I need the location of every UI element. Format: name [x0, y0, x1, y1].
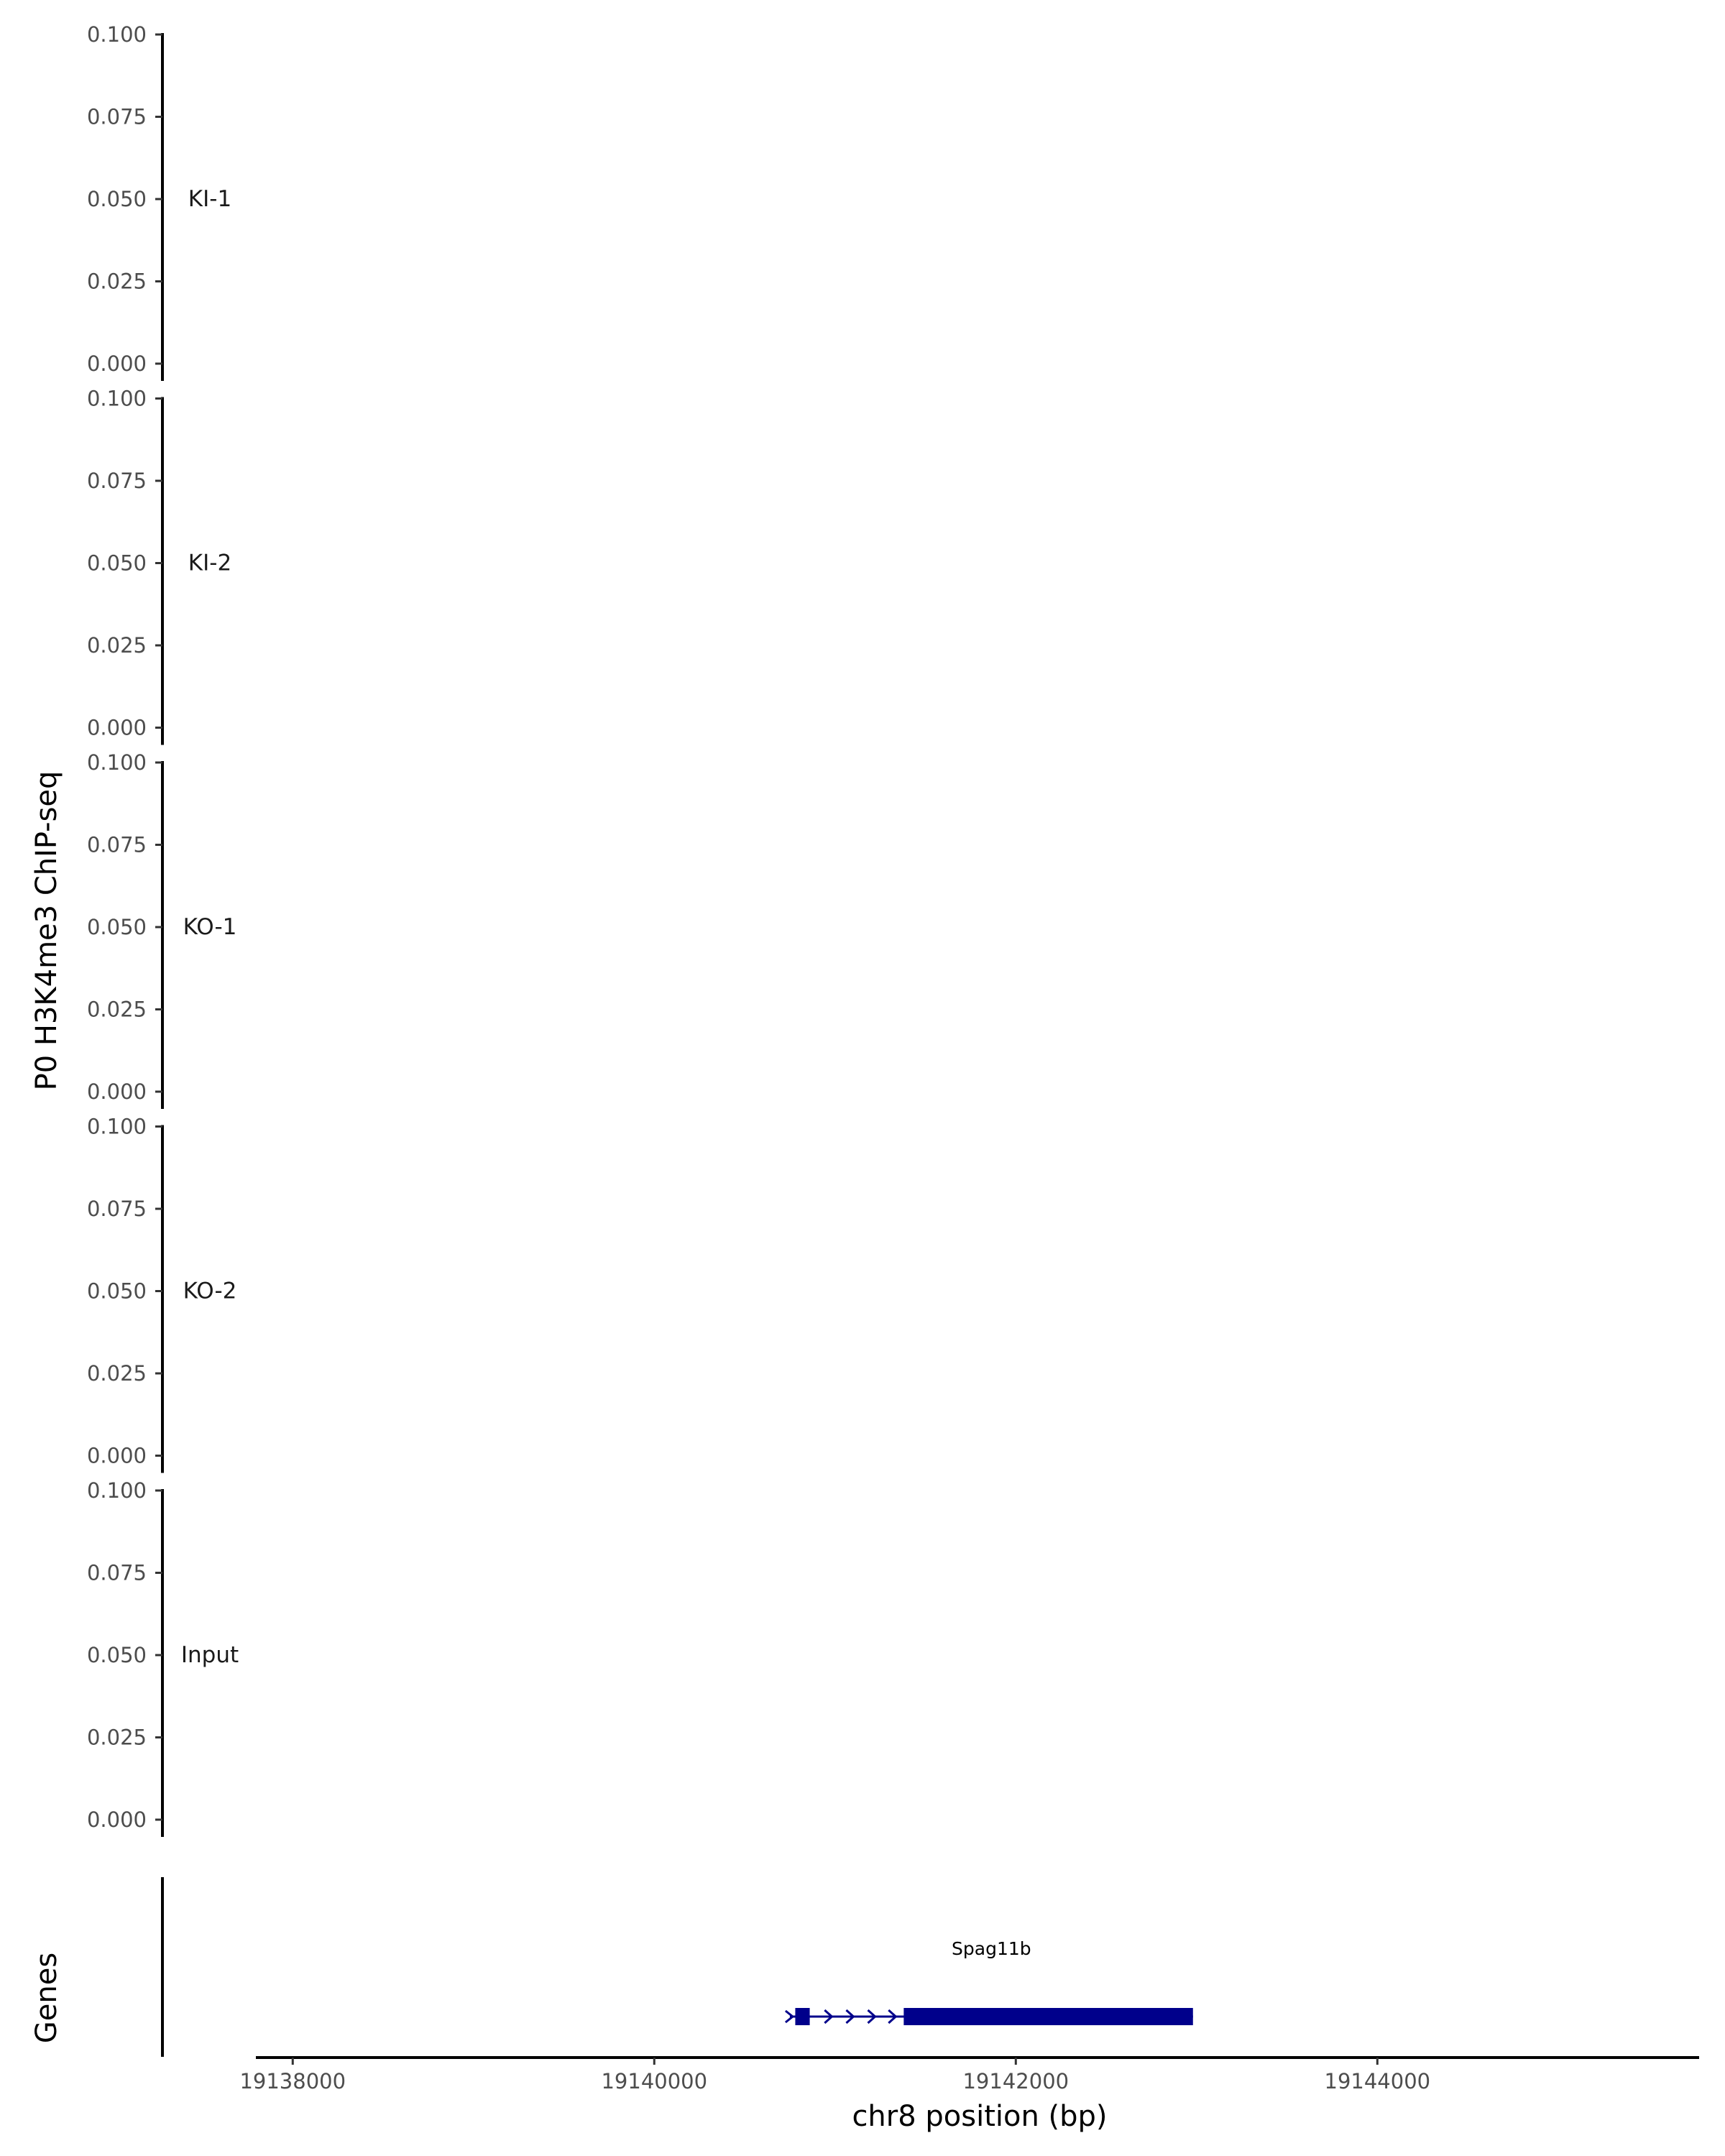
y-tick-label: 0.100: [87, 387, 147, 411]
y-tick-label: 0.075: [87, 1561, 147, 1585]
gene-exon: [903, 2008, 1193, 2025]
gene-spag11b: Spag11b: [784, 1938, 1193, 2025]
y-tick-label: 0.025: [87, 270, 147, 294]
y-tick-label: 0.100: [87, 750, 147, 775]
signal-tracks: 0.0000.0250.0500.0750.100KI-10.0000.0250…: [87, 22, 239, 1837]
y-tick-label: 0.100: [87, 1115, 147, 1139]
strand-arrow: [867, 2009, 877, 2024]
x-tick-label: 19138000: [239, 2069, 346, 2093]
y-tick-label: 0.025: [87, 633, 147, 658]
y-tick-label: 0.100: [87, 22, 147, 47]
track-ko-1: 0.000 0.025 0.050 0.075 0.100 KO-1: [87, 750, 237, 1109]
x-tick-label: 19142000: [962, 2069, 1069, 2093]
x-axis: 19138000 19140000 19142000 19144000: [239, 2056, 1699, 2093]
track-label: KO-1: [183, 914, 237, 940]
x-tick-label: 19144000: [1325, 2069, 1431, 2093]
track-label: KI-2: [188, 550, 231, 576]
genes-axis-title: Genes: [30, 1953, 63, 2043]
y-axis-title: P0 H3K4me3 ChIP-seq: [30, 771, 63, 1091]
y-tick-label: 0.000: [87, 1079, 147, 1104]
strand-arrow: [845, 2009, 855, 2024]
y-tick-label: 0.075: [87, 833, 147, 857]
y-tick-label: 0.075: [87, 469, 147, 493]
x-tick-label: 19140000: [601, 2069, 707, 2093]
y-tick-label: 0.050: [87, 551, 147, 576]
strand-arrow: [824, 2009, 834, 2024]
strand-arrow: [888, 2009, 898, 2024]
y-tick-label: 0.075: [87, 105, 147, 129]
gene-track: Spag11b: [161, 1877, 1193, 2057]
track-ki-1: 0.000 0.025 0.050 0.075 0.100 KI-1: [87, 22, 231, 381]
strand-arrow: [784, 2009, 795, 2024]
gene-exon: [795, 2008, 810, 2025]
y-tick-label: 0.000: [87, 716, 147, 740]
track-ki-2: 0.000 0.025 0.050 0.075 0.100 KI-2: [87, 387, 231, 745]
y-tick-label: 0.025: [87, 998, 147, 1022]
gene-name-label: Spag11b: [952, 1938, 1031, 1959]
y-tick-label: 0.050: [87, 187, 147, 211]
y-tick-label: 0.000: [87, 1807, 147, 1832]
y-tick-label: 0.075: [87, 1197, 147, 1221]
x-axis-title: chr8 position (bp): [852, 2100, 1107, 2133]
track-label: Input: [181, 1642, 239, 1668]
y-tick-label: 0.050: [87, 1279, 147, 1304]
y-tick-label: 0.000: [87, 1444, 147, 1468]
y-tick-label: 0.050: [87, 915, 147, 939]
y-tick-label: 0.025: [87, 1726, 147, 1750]
y-tick-label: 0.025: [87, 1361, 147, 1386]
track-input: 0.000 0.025 0.050 0.075 0.100 Input: [87, 1478, 239, 1837]
track-label: KI-1: [188, 186, 231, 212]
track-ko-2: 0.000 0.025 0.050 0.075 0.100 KO-2: [87, 1115, 237, 1473]
y-tick-label: 0.050: [87, 1643, 147, 1667]
y-tick-label: 0.000: [87, 351, 147, 376]
y-tick-label: 0.100: [87, 1478, 147, 1503]
track-label: KO-2: [183, 1279, 237, 1304]
